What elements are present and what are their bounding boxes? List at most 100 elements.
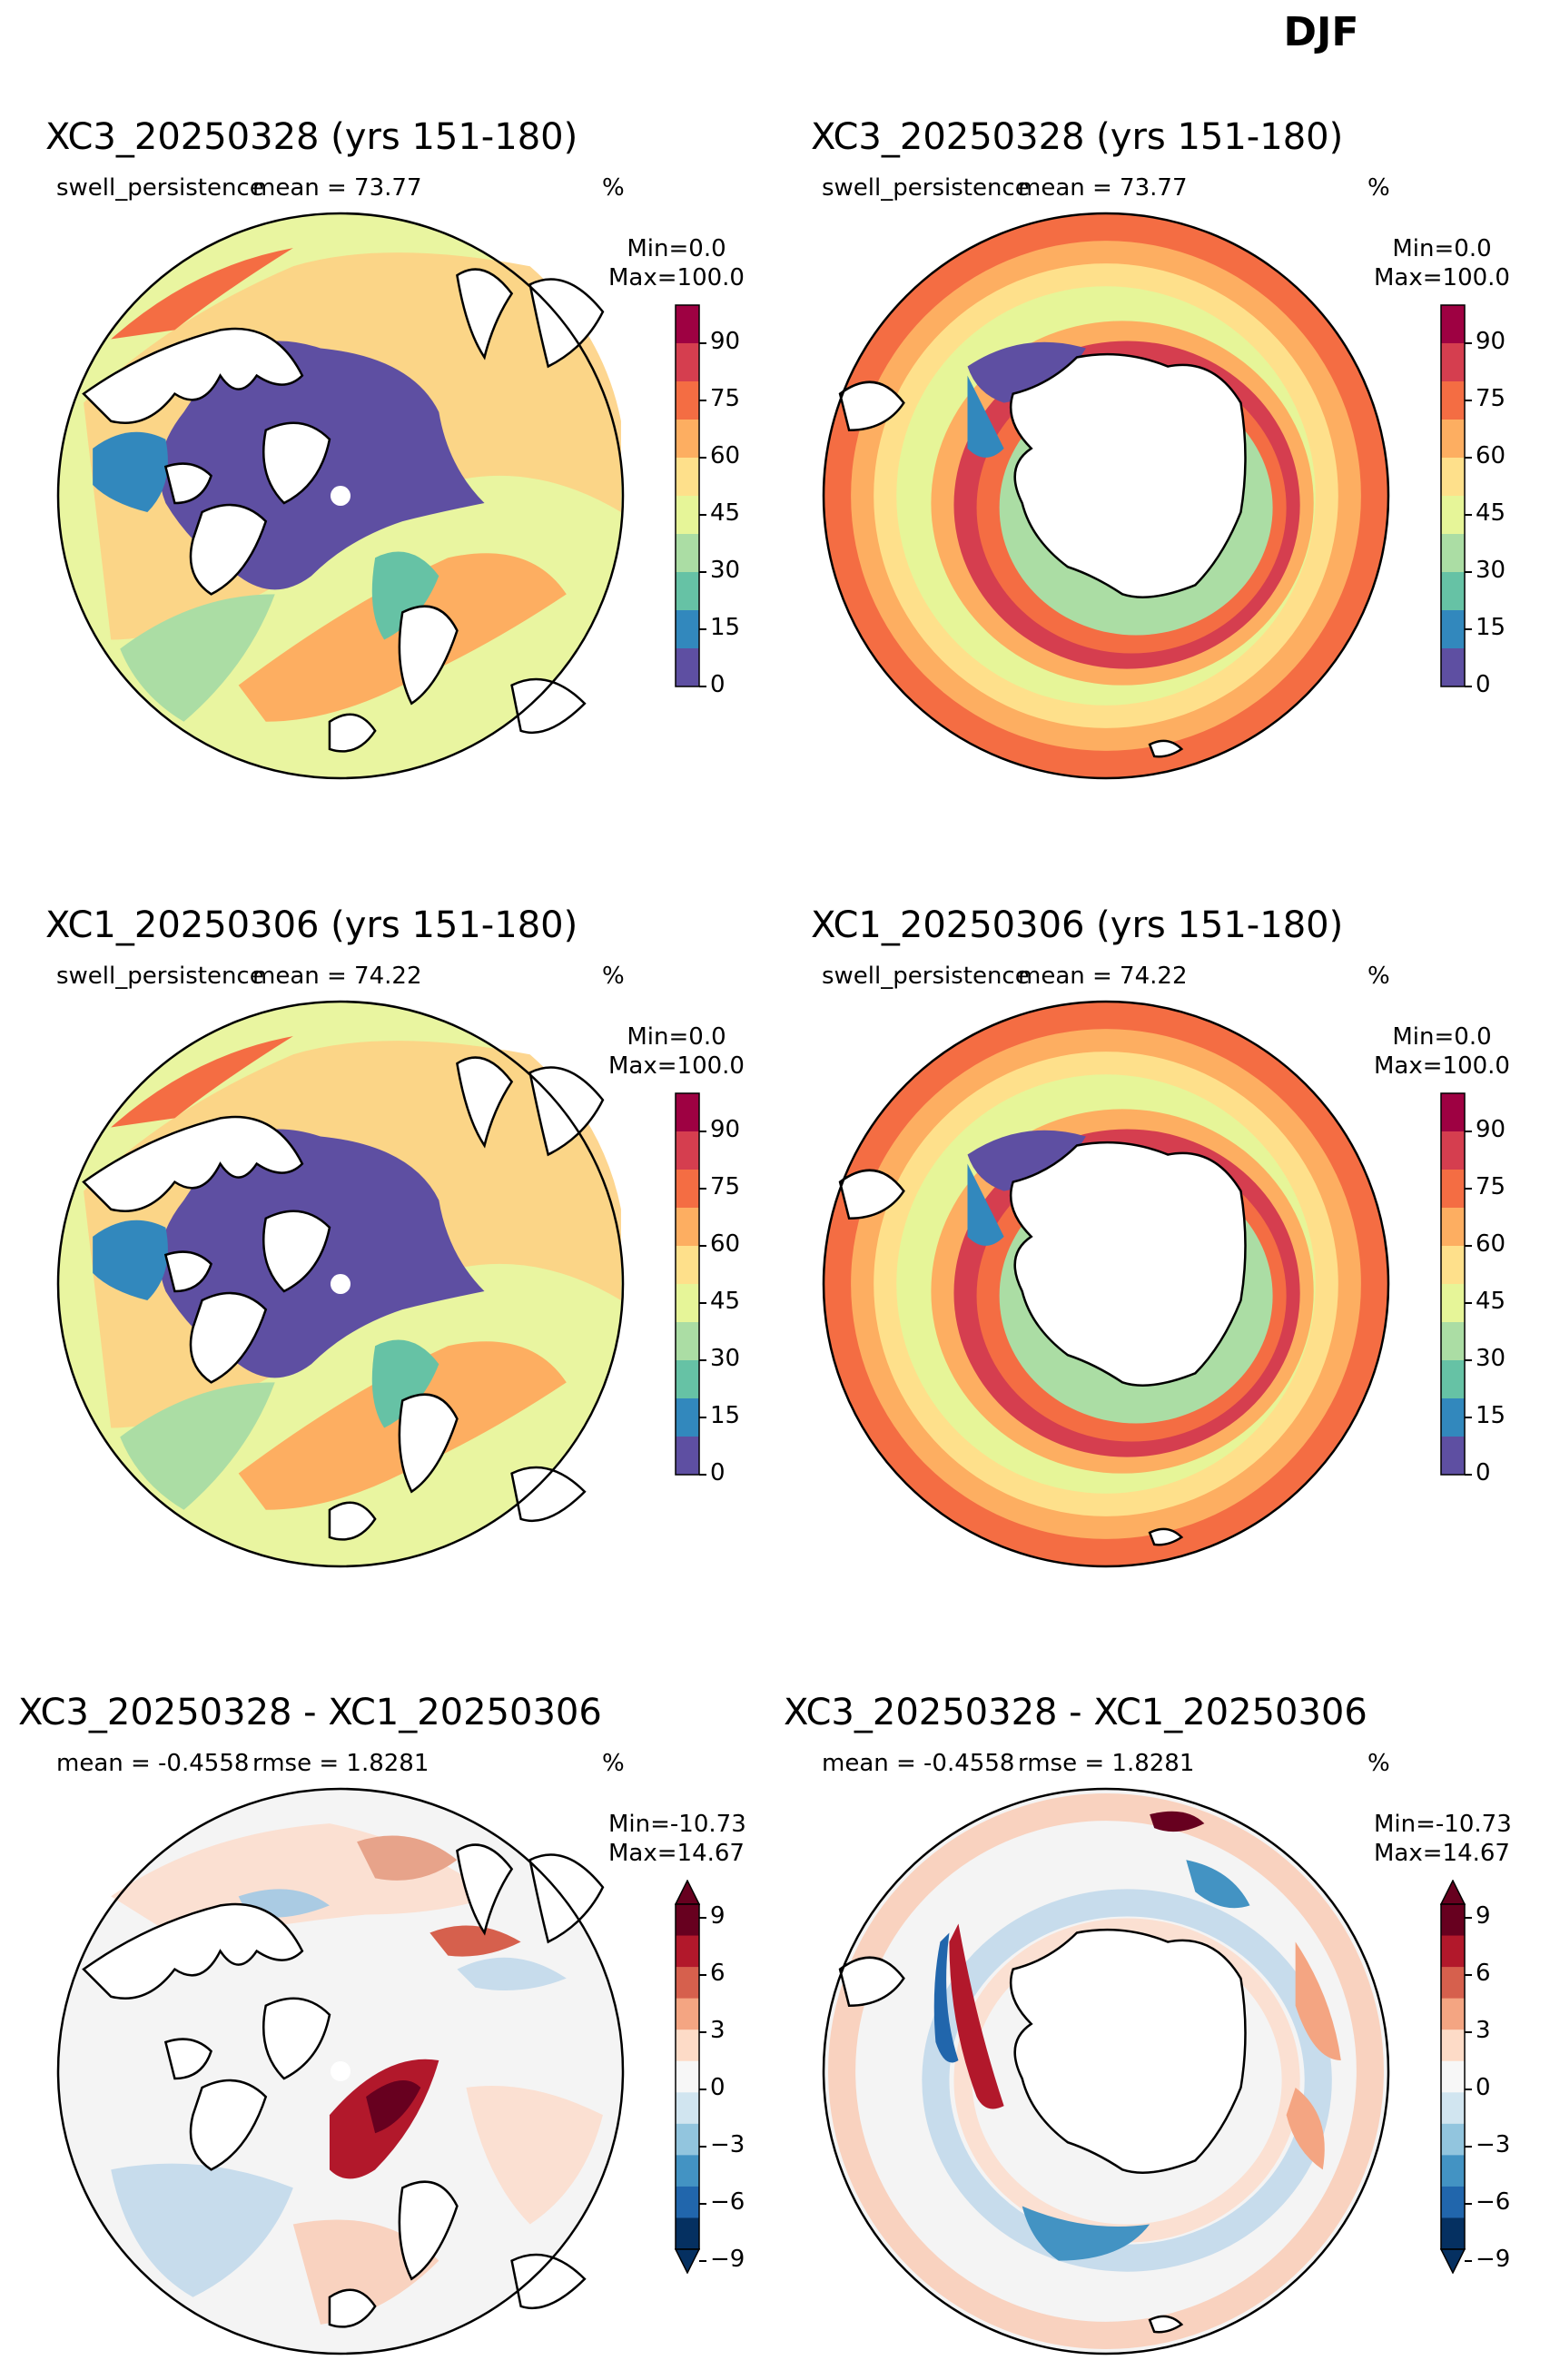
center-label: mean = 74.22: [252, 963, 422, 990]
colorbar-minmax: Min=-10.73 Max=14.67: [1374, 1810, 1512, 1868]
colorbar-max: Max=100.0: [1374, 1052, 1510, 1080]
colorbar-tick: 45: [710, 1288, 741, 1315]
colorbar-tick: 75: [710, 1173, 741, 1200]
map-panel-1-north: XC3_20250328 (yrs 151-180) swell_persiste…: [0, 0, 765, 781]
panel-title: XC3_20250328 (yrs 151-180): [45, 116, 578, 158]
colorbar-tick-mark: [699, 342, 706, 344]
colorbar-max: Max=100.0: [608, 264, 745, 291]
map-panel-3-south: XC3_20250328 - XC1_20250306 mean = -0.455…: [765, 1575, 1531, 2356]
colorbar-tick: 15: [1476, 1402, 1506, 1429]
colorbar-tick-mark: [1465, 2089, 1472, 2090]
colorbar-tick: 45: [1476, 499, 1506, 527]
colorbar-tick: 30: [1476, 557, 1506, 584]
colorbar: [675, 304, 700, 687]
colorbar-tick: −6: [710, 2188, 745, 2216]
colorbar-min: Min=0.0: [627, 1023, 726, 1051]
colorbar-tick-mark: [699, 2146, 706, 2148]
colorbar-min: Min=0.0: [627, 235, 726, 262]
colorbar: [1440, 304, 1466, 687]
colorbar-tick: 45: [710, 499, 741, 527]
colorbar-max: Max=100.0: [608, 1052, 745, 1080]
colorbar-tick: 6: [1476, 1960, 1491, 1987]
colorbar-tick: 60: [710, 1230, 741, 1258]
map-panel-2-north: XC1_20250306 (yrs 151-180) swell_persiste…: [0, 788, 765, 1569]
colorbar-tick-mark: [699, 686, 706, 687]
colorbar-tick-mark: [1465, 2146, 1472, 2148]
colorbar-tick: 75: [710, 385, 741, 412]
colorbar-max: Max=14.67: [608, 1840, 745, 1867]
colorbar-tick: 0: [1476, 671, 1491, 698]
units-label: %: [602, 963, 625, 990]
colorbar-tick-mark: [699, 2089, 706, 2090]
map-disc: [822, 1787, 1390, 2355]
colorbar-tick: 0: [1476, 1459, 1491, 1486]
colorbar-tick-mark: [699, 2203, 706, 2205]
colorbar-tick-mark: [1465, 342, 1472, 344]
center-label: rmse = 1.8281: [252, 1750, 429, 1777]
colorbar-tick: −3: [710, 2131, 745, 2158]
colorbar-tick-mark: [1465, 1417, 1472, 1418]
colorbar-tick: −9: [710, 2246, 745, 2273]
colorbar-tick-mark: [699, 457, 706, 459]
colorbar-minmax: Min=0.0 Max=100.0: [1374, 234, 1510, 292]
colorbar: [675, 1092, 700, 1476]
colorbar-tick: 0: [710, 671, 726, 698]
colorbar-tick: 3: [710, 2017, 726, 2044]
colorbar-tick: 9: [710, 1902, 726, 1930]
left-label: swell_persistence: [822, 963, 1030, 990]
colorbar-tick-mark: [699, 1417, 706, 1418]
colorbar-tick-mark: [699, 400, 706, 401]
colorbar: [1440, 1092, 1466, 1476]
colorbar-tick-mark: [1465, 457, 1472, 459]
colorbar-tick: 15: [1476, 614, 1506, 641]
center-label: mean = 74.22: [1018, 963, 1188, 990]
colorbar-tick-mark: [1465, 400, 1472, 401]
colorbar-max: Max=14.67: [1374, 1840, 1510, 1867]
colorbar-tick: −9: [1476, 2246, 1511, 2273]
colorbar-tick-mark: [699, 1474, 706, 1476]
map-disc: [56, 212, 625, 780]
colorbar-max: Max=100.0: [1374, 264, 1510, 291]
colorbar-tick: 6: [710, 1960, 726, 1987]
colorbar-min: Min=-10.73: [1374, 1811, 1512, 1838]
colorbar-minmax: Min=0.0 Max=100.0: [1374, 1022, 1510, 1081]
panel-title: XC3_20250328 - XC1_20250306: [18, 1692, 602, 1733]
units-label: %: [602, 1750, 625, 1777]
colorbar-tick: −3: [1476, 2131, 1511, 2158]
center-label: mean = 73.77: [1018, 174, 1188, 202]
colorbar-tick-mark: [699, 1131, 706, 1132]
units-label: %: [602, 174, 625, 202]
map-disc: [56, 1000, 625, 1568]
panel-title: XC1_20250306 (yrs 151-180): [45, 904, 578, 946]
colorbar-tick: 75: [1476, 385, 1506, 412]
colorbar-tick: 30: [1476, 1345, 1506, 1372]
colorbar-tick: 60: [1476, 1230, 1506, 1258]
colorbar-tick-mark: [699, 1359, 706, 1361]
colorbar-tick-mark: [1465, 1245, 1472, 1247]
left-label: mean = -0.4558: [822, 1750, 1015, 1777]
colorbar-tick: 9: [1476, 1902, 1491, 1930]
colorbar-tick-mark: [1465, 628, 1472, 630]
colorbar-tick: 90: [1476, 1116, 1506, 1143]
colorbar-min: Min=-10.73: [608, 1811, 746, 1838]
colorbar-minmax: Min=0.0 Max=100.0: [608, 234, 745, 292]
colorbar-tick: 90: [710, 328, 741, 355]
left-label: swell_persistence: [56, 963, 264, 990]
colorbar-tick: 30: [710, 1345, 741, 1372]
colorbar-tick-mark: [699, 1302, 706, 1304]
colorbar-min: Min=0.0: [1392, 1023, 1492, 1051]
colorbar-tick-mark: [1465, 1188, 1472, 1190]
colorbar-minmax: Min=0.0 Max=100.0: [608, 1022, 745, 1081]
map-disc: [822, 212, 1390, 780]
colorbar-tick-mark: [699, 1917, 706, 1919]
colorbar-tick-mark: [699, 1188, 706, 1190]
colorbar-tick-mark: [1465, 2260, 1472, 2262]
colorbar-tick-mark: [1465, 686, 1472, 687]
colorbar-tick: 0: [1476, 2074, 1491, 2101]
colorbar-tick-mark: [699, 571, 706, 573]
colorbar-tick-mark: [1465, 1474, 1472, 1476]
colorbar-tick-mark: [699, 1974, 706, 1976]
colorbar-tick-mark: [1465, 514, 1472, 516]
panel-title: XC3_20250328 (yrs 151-180): [811, 116, 1344, 158]
colorbar-tick-mark: [1465, 2031, 1472, 2033]
